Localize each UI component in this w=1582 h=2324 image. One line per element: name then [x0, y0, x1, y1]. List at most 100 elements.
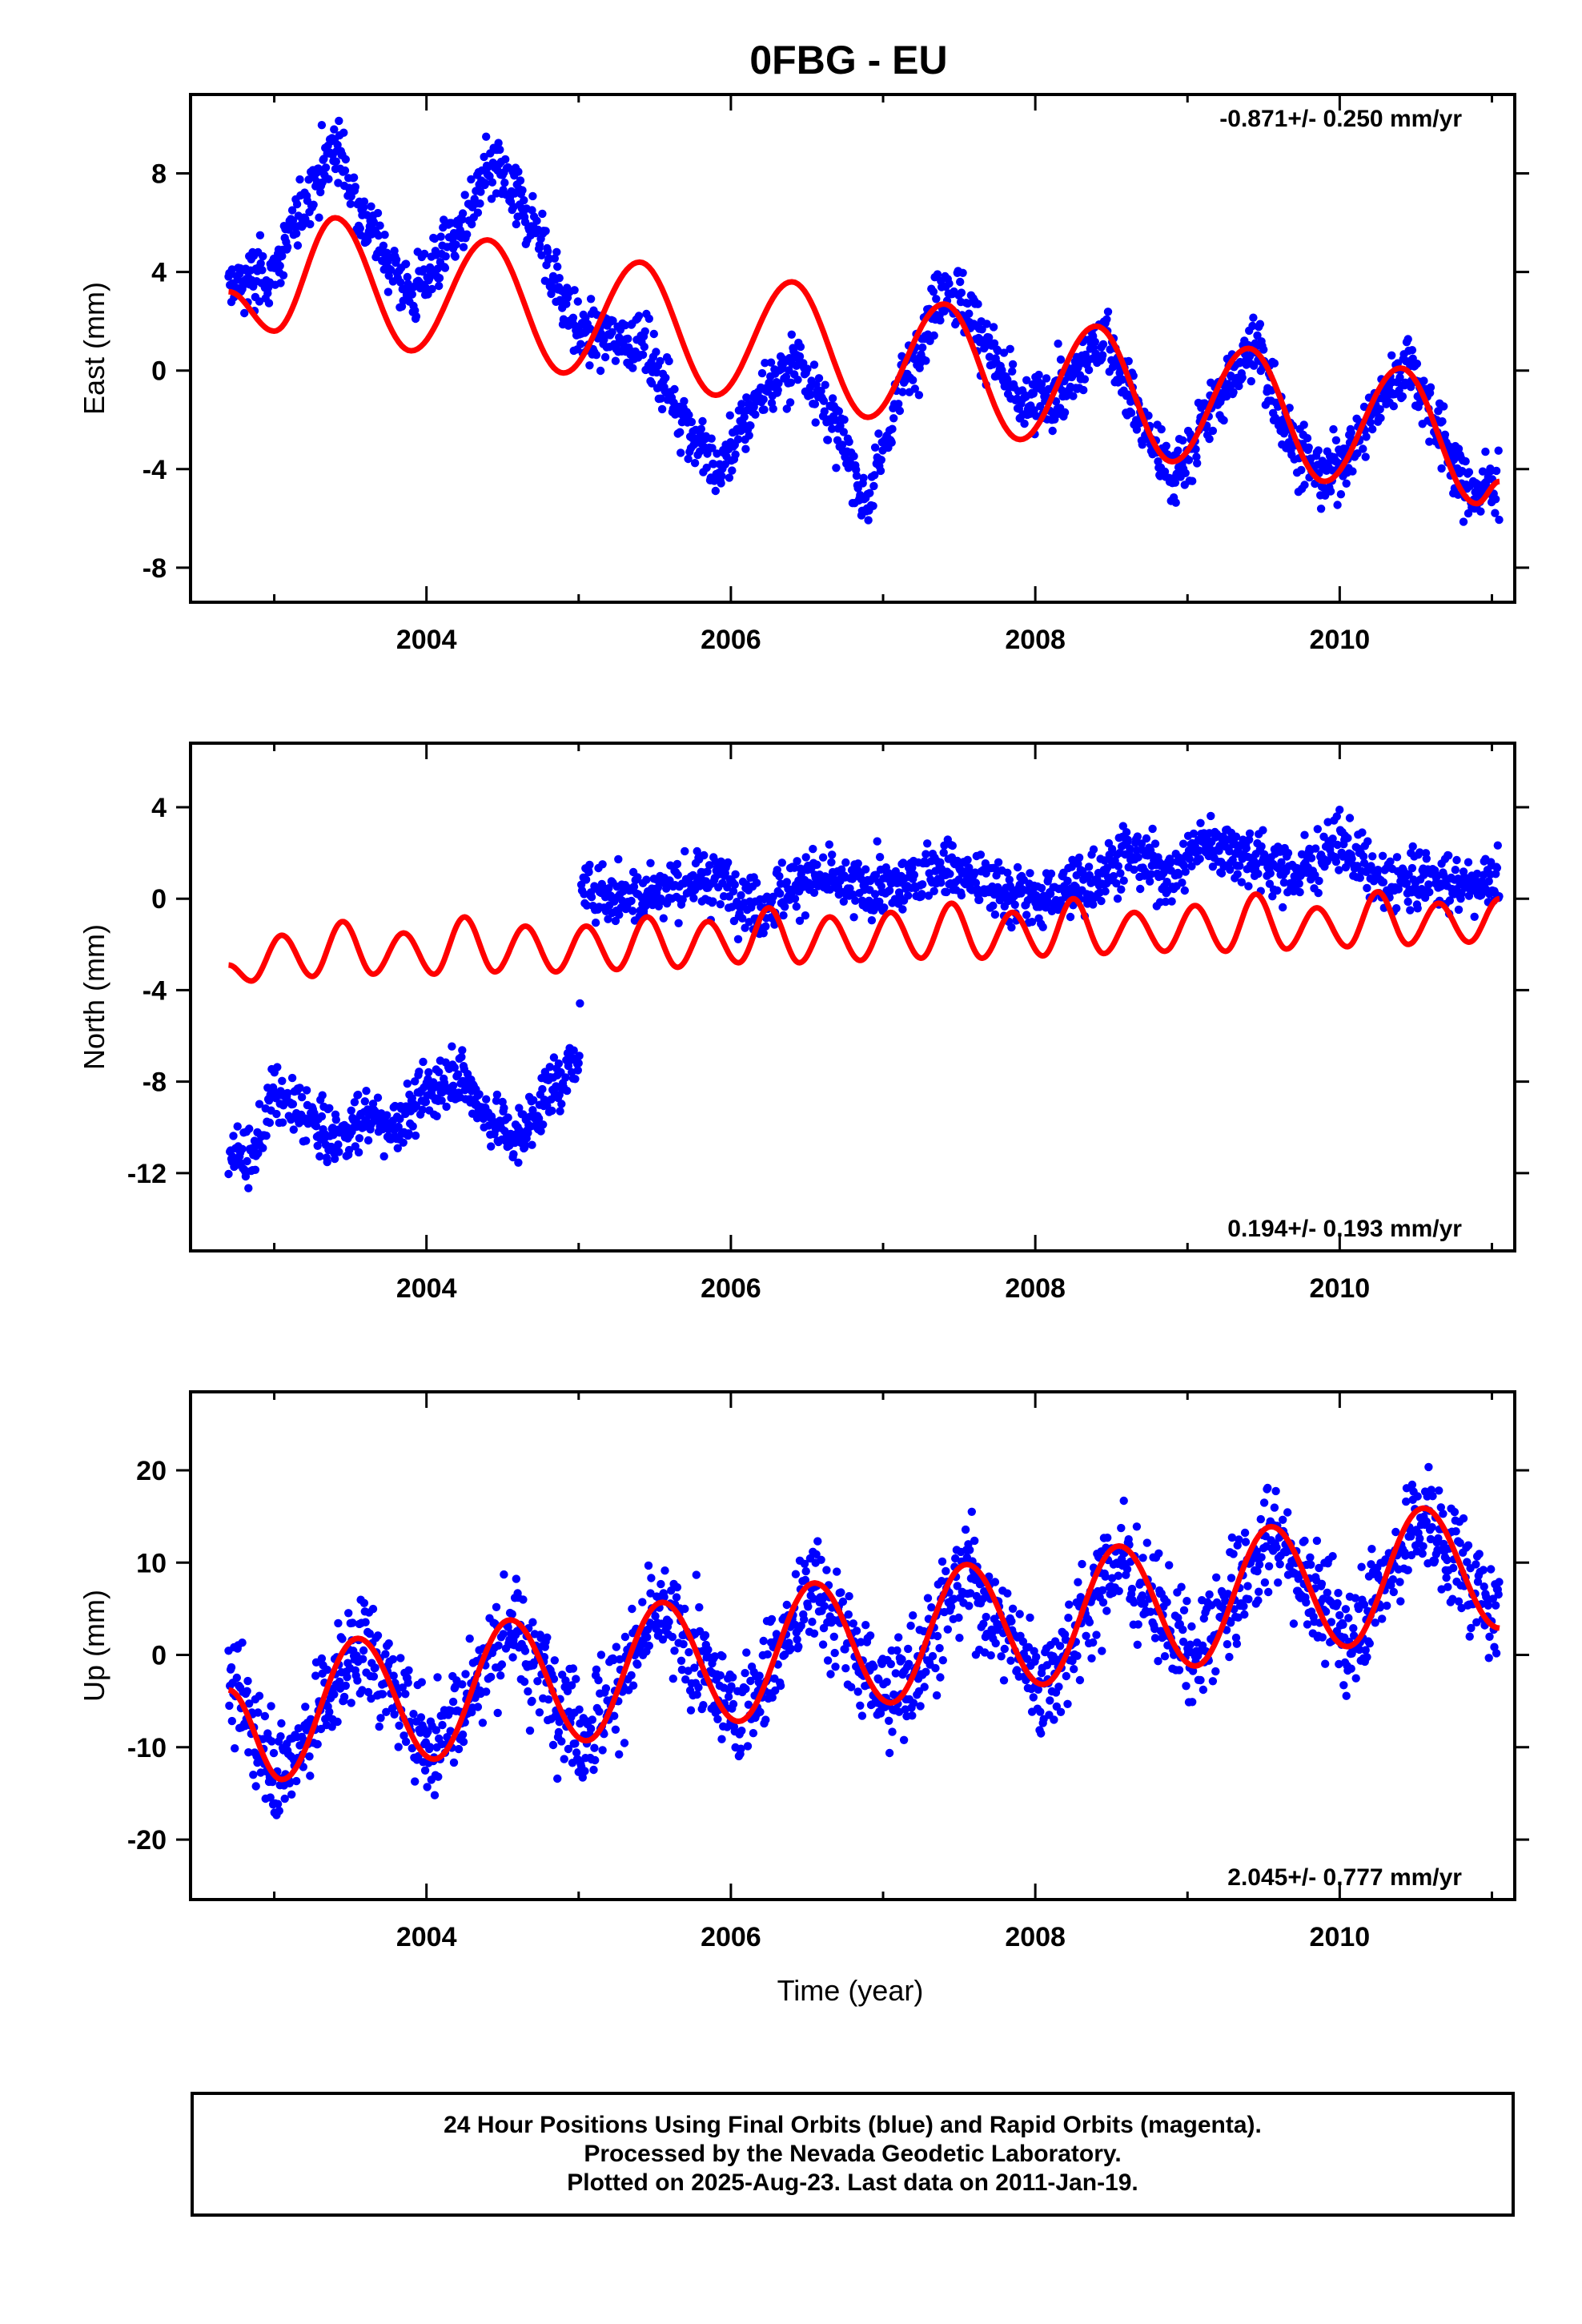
data-point: [1207, 811, 1215, 821]
data-point: [1170, 478, 1180, 487]
data-point: [656, 1579, 665, 1589]
data-point: [1259, 1498, 1269, 1507]
data-point: [1248, 321, 1257, 331]
data-point: [1092, 1630, 1101, 1639]
data-point: [904, 891, 913, 900]
data-point: [834, 407, 844, 416]
data-point: [496, 145, 504, 155]
data-point: [409, 1710, 418, 1719]
data-point: [791, 1570, 801, 1578]
data-point: [1038, 923, 1047, 931]
data-point: [262, 1132, 271, 1140]
data-point: [759, 395, 768, 404]
data-point: [738, 419, 748, 428]
data-point: [1195, 854, 1204, 863]
data-point: [1179, 1606, 1189, 1615]
panel-frame-east: [189, 93, 1516, 604]
data-point: [781, 903, 789, 911]
data-point: [857, 1638, 865, 1647]
data-point: [1122, 1565, 1132, 1574]
data-point: [419, 1057, 428, 1067]
data-point: [961, 1525, 970, 1534]
data-point: [932, 1691, 942, 1700]
data-point: [379, 241, 388, 250]
data-point: [676, 428, 685, 436]
data-point: [384, 1639, 393, 1648]
data-point: [627, 1671, 636, 1680]
y-axis-label-north: North (mm): [78, 924, 110, 1070]
data-point: [729, 887, 738, 896]
data-point: [227, 1716, 236, 1726]
data-point: [957, 891, 966, 900]
data-point: [412, 312, 421, 321]
data-point: [280, 1794, 289, 1803]
data-point: [942, 887, 951, 897]
data-point: [1063, 1699, 1072, 1708]
y-tick-label: -12: [127, 1159, 167, 1189]
data-point: [852, 465, 861, 474]
data-point: [737, 400, 746, 408]
x-tick-label: 2004: [396, 1273, 457, 1304]
data-point: [563, 1687, 572, 1695]
data-point: [897, 1655, 906, 1664]
data-point: [936, 858, 945, 867]
data-point: [939, 848, 948, 858]
data-point: [403, 1080, 412, 1088]
data-point: [767, 1614, 777, 1624]
data-point: [1306, 1553, 1315, 1562]
data-point: [1333, 840, 1342, 850]
data-point: [285, 1779, 294, 1787]
data-point: [694, 1683, 703, 1692]
data-point: [591, 919, 600, 927]
data-point: [401, 1690, 410, 1699]
data-point: [533, 1677, 542, 1686]
data-point: [460, 191, 469, 199]
data-point: [264, 299, 274, 308]
data-point: [275, 261, 284, 271]
data-point: [856, 1701, 865, 1710]
data-point: [1235, 862, 1244, 870]
data-point: [229, 1132, 238, 1140]
data-point: [997, 1652, 1006, 1661]
data-point: [1307, 854, 1316, 862]
data-point: [615, 1655, 624, 1664]
data-point: [346, 199, 355, 208]
data-point: [840, 415, 849, 424]
data-point: [1231, 1633, 1241, 1642]
data-point: [335, 1677, 344, 1686]
data-point: [265, 1118, 275, 1128]
data-point: [1363, 837, 1372, 846]
data-point: [528, 1140, 536, 1149]
data-point: [1100, 856, 1109, 865]
data-point: [494, 1641, 503, 1650]
data-point: [1358, 828, 1367, 837]
data-point: [740, 412, 749, 421]
data-point: [1146, 877, 1154, 886]
data-point: [351, 183, 359, 191]
data-point: [982, 1612, 990, 1622]
data-point: [311, 1122, 321, 1131]
data-point: [245, 1699, 254, 1708]
data-point: [1492, 466, 1501, 476]
data-point: [382, 1707, 391, 1716]
data-point: [1440, 430, 1450, 439]
data-point: [627, 896, 636, 906]
data-point: [787, 330, 796, 339]
data-point: [355, 224, 364, 233]
data-point: [611, 356, 620, 365]
data-point: [446, 1727, 455, 1735]
data-point: [1076, 1593, 1086, 1602]
data-point: [889, 414, 898, 423]
x-tick-label: 2010: [1310, 625, 1371, 655]
data-point: [776, 889, 785, 899]
data-point: [1434, 407, 1443, 416]
data-point: [716, 900, 725, 909]
data-point: [1392, 904, 1401, 913]
data-point: [1177, 1582, 1186, 1591]
data-point: [880, 903, 889, 912]
data-point: [1098, 340, 1108, 349]
data-point: [990, 339, 999, 348]
data-point: [1355, 874, 1365, 883]
data-point: [1124, 356, 1133, 366]
